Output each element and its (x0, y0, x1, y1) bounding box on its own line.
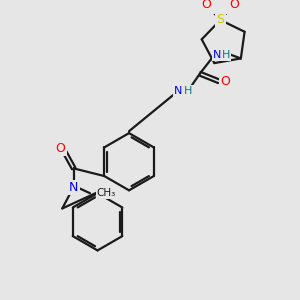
Text: N: N (69, 181, 78, 194)
Text: H: H (184, 86, 193, 96)
Text: S: S (216, 14, 224, 26)
Text: H: H (221, 50, 230, 60)
Text: O: O (201, 0, 211, 11)
Text: O: O (220, 75, 230, 88)
Text: N: N (213, 50, 221, 60)
Text: CH₃: CH₃ (97, 188, 116, 198)
Text: O: O (229, 0, 239, 11)
Text: N: N (174, 86, 182, 96)
Text: O: O (56, 142, 65, 155)
